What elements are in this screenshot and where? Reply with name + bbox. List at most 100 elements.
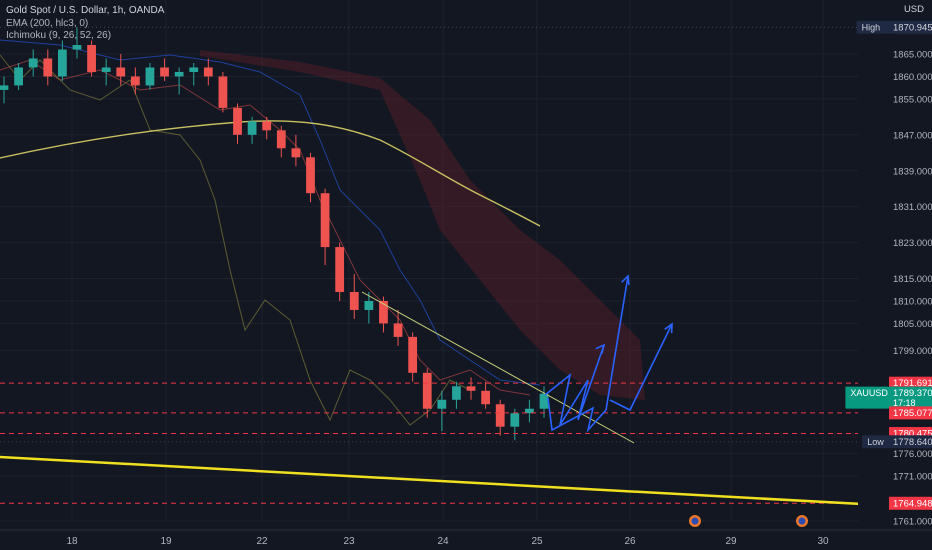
arrow-head-3 [664, 322, 673, 334]
candle-body-35 [510, 413, 520, 427]
chikou-line [0, 54, 471, 426]
candle-body-13 [189, 67, 199, 72]
symbol-price-label-tag [845, 386, 889, 409]
price-tick-8: 1810.000 [893, 296, 932, 307]
legend-symbol[interactable]: Gold Spot / U.S. Dollar, 1h, OANDA [6, 5, 165, 16]
resistance-label-value: 1791.691 [893, 378, 932, 389]
arrow-head-2 [620, 274, 630, 286]
candlesticks [0, 27, 549, 441]
low-label-value: 1778.640 [893, 437, 932, 448]
candle-body-12 [174, 71, 184, 77]
horizontal-levels [0, 26, 858, 504]
candle-body-21 [306, 157, 315, 194]
ema-200-line [0, 120, 541, 227]
descending-trendline [361, 291, 635, 444]
candle-body-27 [393, 323, 403, 337]
level-label-value: 1785.077 [893, 408, 932, 419]
candle-body-28 [408, 336, 418, 373]
bottom-level-label-value: 1764.948 [893, 498, 932, 509]
currency-unit[interactable]: USD [903, 4, 924, 15]
time-tick-6: 26 [624, 536, 636, 547]
candle-body-37 [539, 393, 549, 409]
projection-path-2 [547, 275, 629, 433]
price-tick-12: 1771.000 [893, 472, 932, 483]
price-tick-11: 1776.000 [893, 449, 932, 460]
price-tick-6: 1823.000 [893, 238, 932, 249]
price-tick-2: 1855.000 [893, 94, 932, 105]
time-tick-4: 24 [437, 536, 449, 547]
price-tick-10: 1799.000 [893, 346, 932, 357]
candle-body-2 [28, 58, 38, 68]
candle-body-0 [0, 85, 9, 90]
ichimoku-cloud [200, 50, 645, 400]
high-label-value: 1870.945 [893, 22, 932, 33]
event-flag-inner-1 [798, 517, 806, 525]
kijun-line [0, 39, 541, 386]
candle-body-20 [291, 148, 301, 158]
time-tick-0: 18 [66, 536, 78, 547]
candle-body-7 [101, 67, 111, 72]
candle-body-6 [87, 45, 96, 72]
arrow-head-1 [595, 343, 606, 354]
price-tick-0: 1865.000 [893, 50, 932, 61]
low-label-tag [862, 435, 889, 449]
low-label-box [889, 435, 932, 449]
candle-body-16 [233, 107, 242, 135]
symbol-price-label-value: 1789.370 [893, 388, 932, 399]
level-label-box [889, 406, 932, 420]
candle-body-8 [116, 67, 126, 77]
price-tick-7: 1815.000 [893, 274, 932, 285]
price-axis-bg [858, 0, 932, 550]
high-label-tag [856, 20, 889, 34]
price-axis[interactable]: 1865.000 1860.000 1855.000 1847.000 1839.000… [845, 0, 932, 550]
candle-body-11 [160, 67, 169, 77]
legend-ichimoku[interactable]: Ichimoku (9, 26, 52, 26) [6, 30, 112, 41]
candle-body-10 [145, 67, 155, 86]
candle-body-15 [218, 76, 228, 108]
candle-body-4 [58, 49, 67, 77]
price-tick-1: 1860.000 [893, 72, 932, 83]
candle-body-36 [525, 408, 534, 414]
candle-body-24 [349, 291, 359, 310]
resistance-label-box [889, 376, 932, 390]
candle-body-17 [247, 121, 257, 135]
candle-body-1 [14, 67, 23, 86]
price-tick-3: 1847.000 [893, 130, 932, 141]
drawings [0, 274, 881, 507]
symbol-price-label-tag-text: XAUUSD [850, 388, 888, 398]
time-axis[interactable]: 18 19 22 23 24 25 26 29 30 [0, 515, 932, 547]
candle-body-25 [364, 300, 374, 310]
symbol-price-label-box [889, 386, 932, 409]
candle-body-29 [422, 372, 432, 409]
candle-body-5 [72, 45, 82, 50]
candle-body-22 [320, 193, 330, 248]
candle-body-33 [481, 390, 490, 405]
low-label-tag-text: Low [867, 437, 884, 447]
projection-path-3 [609, 323, 673, 412]
time-tick-7: 29 [725, 536, 737, 547]
high-label-box [889, 20, 932, 34]
time-tick-3: 23 [343, 536, 355, 547]
event-flag-inner-0 [691, 517, 699, 525]
time-tick-8: 30 [817, 536, 829, 547]
candle-body-30 [437, 399, 447, 409]
time-tick-5: 25 [531, 536, 543, 547]
legend-ema[interactable]: EMA (200, hlc3, 0) [6, 17, 89, 29]
price-tick-13: 1761.000 [893, 517, 932, 528]
candle-body-19 [276, 130, 286, 149]
time-tick-2: 22 [256, 536, 268, 547]
candle-body-3 [43, 58, 53, 77]
candle-body-14 [203, 67, 213, 77]
price-tick-5: 1831.000 [893, 202, 932, 213]
symbol-price-label-sub: 17:18 [893, 398, 916, 408]
ema-200-path [0, 120, 541, 227]
projection-path-1 [544, 344, 605, 426]
candle-body-18 [262, 121, 272, 131]
time-tick-1: 19 [160, 536, 172, 547]
candle-body-31 [452, 386, 461, 400]
candle-body-32 [466, 386, 476, 391]
cloud-area [200, 50, 645, 400]
candle-body-9 [130, 76, 140, 86]
